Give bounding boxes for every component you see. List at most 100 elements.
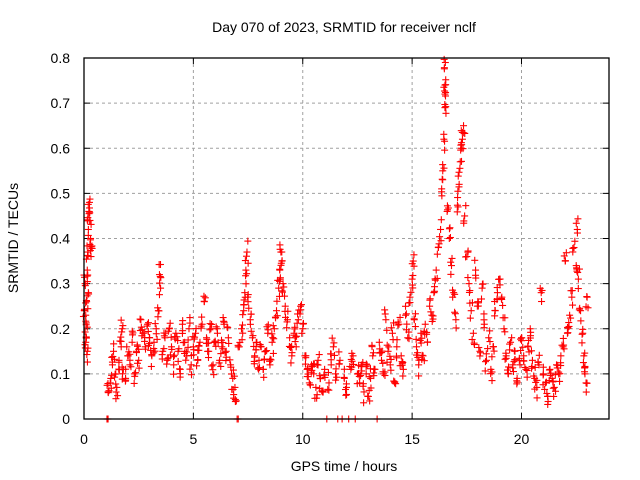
data-point [394,318,402,326]
data-point [324,385,332,393]
data-point [207,325,215,333]
data-point [556,370,564,378]
data-point [360,388,368,396]
data-point [87,253,95,261]
data-point [348,357,356,365]
data-point [453,208,461,216]
data-point [575,265,583,273]
data-point [528,362,536,370]
data-point [418,334,426,342]
data-point [399,372,407,380]
data-point [465,280,473,288]
data-point [440,164,448,172]
data-point [131,372,139,380]
data-point [444,206,452,214]
data-point [268,330,276,338]
data-point [577,317,585,325]
x-tick-label: 10 [295,431,311,447]
data-point [562,249,570,257]
data-point [383,326,391,334]
data-point [449,286,457,294]
data-point [217,362,225,370]
data-point [370,369,378,377]
data-point [343,390,351,398]
data-point [396,313,404,321]
data-point [434,243,442,251]
data-point [385,343,393,351]
data-point [441,81,449,89]
data-point [145,334,153,342]
data-point [556,377,564,385]
data-point [442,76,450,84]
data-point [491,312,499,320]
data-point [293,332,301,340]
data-point [574,285,582,293]
data-point [509,364,517,372]
data-point [191,333,199,341]
data-point [527,347,535,355]
data-point [209,366,217,374]
data-point [387,324,395,332]
data-point [126,356,134,364]
data-point [156,279,164,287]
data-point [314,361,322,369]
data-point [518,337,526,345]
data-point [478,295,486,303]
data-point [448,254,456,262]
data-point [179,339,187,347]
data-point [234,341,242,349]
data-point [362,360,370,368]
data-point [110,347,118,355]
data-point [144,327,152,335]
data-point [174,357,182,365]
data-point [489,343,497,351]
data-point [176,370,184,378]
data-point [122,376,130,384]
data-point [304,365,312,373]
data-point [490,347,498,355]
data-point [287,359,295,367]
data-point [222,353,230,361]
data-point [410,251,418,259]
data-point [375,338,383,346]
data-point [196,338,204,346]
data-point [584,304,592,312]
data-point [574,268,582,276]
data-point [433,250,441,258]
data-point [151,320,159,328]
data-point [356,379,364,387]
data-point [484,345,492,353]
data-point [171,333,179,341]
data-point [510,347,518,355]
data-point [552,387,560,395]
data-point [423,328,431,336]
data-point [381,368,389,376]
data-point [420,357,428,365]
data-point [175,345,183,353]
data-point [454,187,462,195]
data-point [452,324,460,332]
data-point [176,365,184,373]
data-point [200,292,208,300]
x-tick-label: 5 [189,431,197,447]
data-point [582,388,590,396]
data-point [276,265,284,273]
data-point [119,322,127,330]
data-point [88,244,96,252]
data-point [279,280,287,288]
data-point [359,380,367,388]
data-point [485,334,493,342]
data-point [239,329,247,337]
data-point [478,280,486,288]
data-point [533,394,541,402]
data-point [204,354,212,362]
data-point [313,360,321,368]
data-point [523,366,531,374]
data-point [583,293,591,301]
data-point [446,234,454,242]
data-point [194,356,202,364]
data-point [328,334,336,342]
data-point [224,324,232,332]
data-point [369,352,377,360]
data-point [229,366,237,374]
